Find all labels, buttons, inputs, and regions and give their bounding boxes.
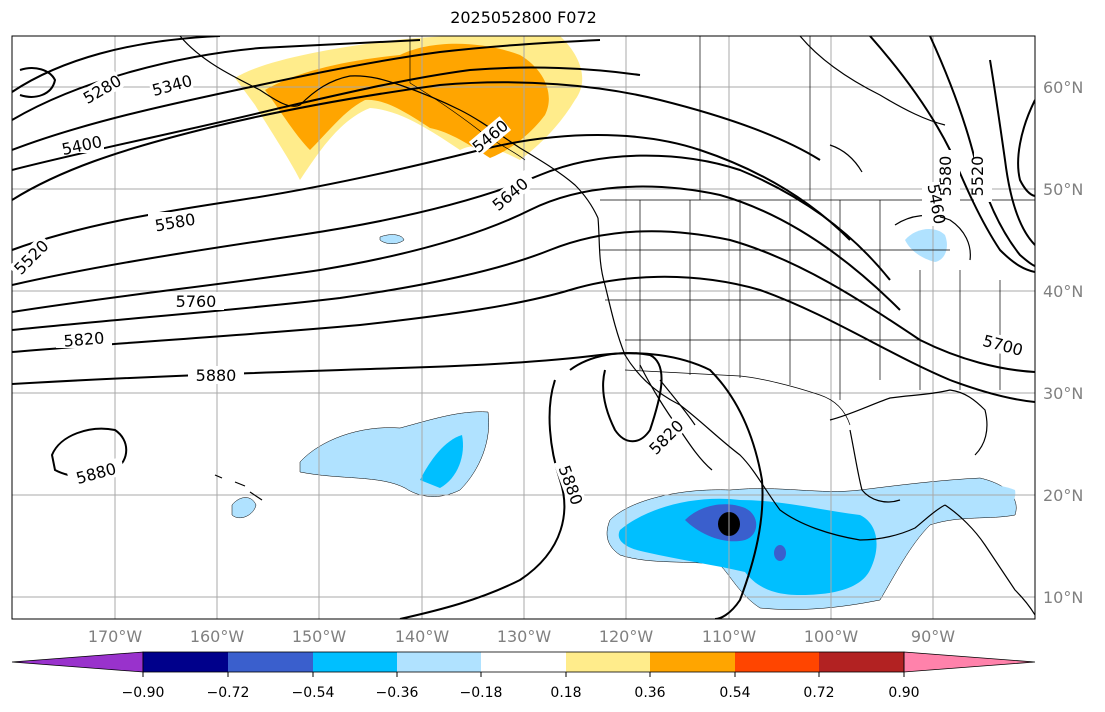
coastlines — [179, 36, 1035, 616]
colorbar-extend-left — [11, 651, 144, 673]
anomaly-negative-mexico — [606, 228, 1017, 610]
colorbar-swatch — [143, 652, 228, 672]
height-contours — [12, 36, 1035, 619]
colorbar: −0.90 −0.72 −0.54 −0.36 −0.18 0.18 0.36 … — [11, 651, 1036, 701]
lon-label: 170°W — [88, 627, 143, 646]
contour-label: 5760 — [176, 292, 217, 311]
map-frame — [11, 35, 1036, 620]
lon-label: 150°W — [292, 627, 347, 646]
contour-label: 5880 — [196, 366, 237, 385]
longitude-labels: 170°W 160°W 150°W 140°W 130°W 120°W 110°… — [88, 627, 955, 646]
colorbar-swatch — [481, 652, 566, 672]
anomaly-negative-pacific — [231, 234, 489, 519]
lat-label: 60°N — [1043, 78, 1083, 97]
latitude-labels: 60°N 50°N 40°N 30°N 20°N 10°N — [1043, 78, 1083, 607]
lon-label: 120°W — [599, 627, 654, 646]
lon-label: 110°W — [702, 627, 757, 646]
lat-label: 20°N — [1043, 486, 1083, 505]
colorbar-swatch — [397, 652, 481, 672]
colorbar-extend-right — [903, 651, 1036, 673]
lat-label: 30°N — [1043, 384, 1083, 403]
colorbar-swatch — [650, 652, 735, 672]
colorbar-tick-label: 0.54 — [719, 685, 750, 701]
colorbar-tick-label: −0.18 — [460, 685, 503, 701]
colorbar-swatch — [228, 652, 313, 672]
lon-label: 140°W — [395, 627, 450, 646]
colorbar-tick-label: 0.36 — [634, 685, 665, 701]
colorbar-tick-label: 0.90 — [888, 685, 919, 701]
contour-label: 5820 — [63, 328, 105, 350]
colorbar-tick-label: 0.72 — [803, 685, 834, 701]
lon-label: 160°W — [190, 627, 245, 646]
colorbar-swatch — [313, 652, 397, 672]
colorbar-tick-label: −0.90 — [122, 685, 165, 701]
colorbar-swatch — [819, 652, 904, 672]
lat-label: 40°N — [1043, 282, 1083, 301]
lon-label: 90°W — [911, 627, 955, 646]
colorbar-tick-label: −0.36 — [376, 685, 419, 701]
colorbar-swatch — [735, 652, 819, 672]
colorbar-tick-label: −0.72 — [207, 685, 250, 701]
lon-label: 100°W — [804, 627, 859, 646]
contour-label: 5520 — [968, 156, 987, 197]
lat-label: 50°N — [1043, 180, 1083, 199]
colorbar-swatch — [566, 652, 650, 672]
contour-label: 5580 — [936, 156, 955, 197]
colorbar-tick-label: −0.54 — [292, 685, 335, 701]
chart-title: 2025052800 F072 — [450, 8, 597, 27]
lon-label: 130°W — [497, 627, 552, 646]
colorbar-tick-label: 0.18 — [550, 685, 581, 701]
lat-label: 10°N — [1043, 588, 1083, 607]
political-borders — [409, 36, 1035, 426]
